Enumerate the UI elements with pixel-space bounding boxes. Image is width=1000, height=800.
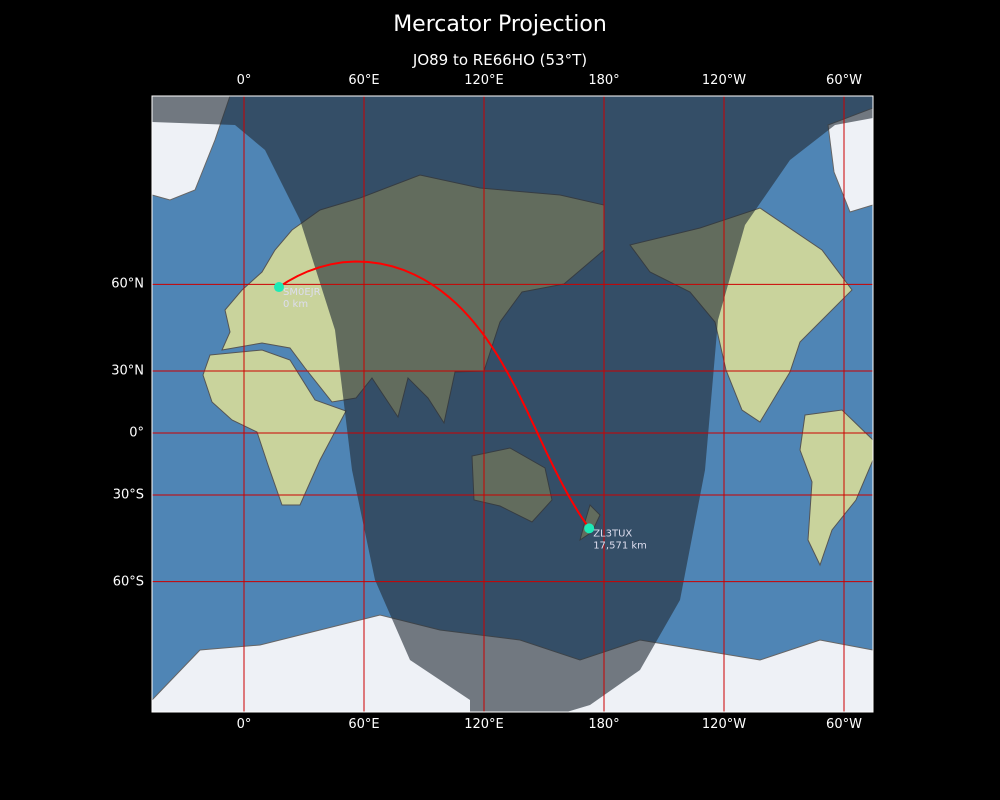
map-frame	[151, 95, 874, 713]
chart-title: Mercator Projection	[393, 12, 607, 37]
lon-tick-label-top: 60°W	[826, 73, 862, 88]
station-marker	[584, 523, 595, 534]
station-call-label: ZL3TUX	[593, 528, 632, 539]
chart-subtitle: JO89 to RE66HO (53°T)	[412, 51, 588, 69]
lat-tick-label: 30°N	[111, 363, 144, 379]
lon-tick-label-bottom: 120°W	[701, 717, 747, 732]
lon-tick-label-top: 0°	[236, 73, 252, 88]
lat-tick-label: 0°	[129, 425, 144, 441]
lat-tick-label: 30°S	[112, 487, 144, 503]
lat-tick-label: 60°N	[111, 276, 144, 292]
continent-south-america	[799, 409, 873, 567]
lat-tick-label: 60°S	[112, 574, 144, 590]
lon-tick-label-top: 120°W	[701, 73, 747, 88]
continent-africa	[202, 349, 347, 506]
station-call-label: SM0EJR	[283, 287, 321, 298]
lon-tick-label-top: 180°	[588, 73, 620, 88]
night-shading	[152, 96, 873, 712]
station-distance-label: 17,571 km	[593, 540, 647, 551]
station-marker	[274, 282, 284, 293]
lon-tick-label-bottom: 60°W	[826, 717, 862, 732]
lon-tick-label-bottom: 0°	[236, 717, 252, 732]
great-circle-path	[278, 260, 591, 529]
lon-tick-label-bottom: 180°	[588, 717, 620, 732]
lon-tick-label-bottom: 60°E	[348, 717, 380, 732]
lon-tick-label-bottom: 120°E	[464, 717, 504, 732]
lon-tick-label-top: 60°E	[348, 73, 380, 88]
lon-tick-label-top: 120°E	[464, 73, 504, 88]
station-distance-label: 0 km	[283, 299, 308, 310]
